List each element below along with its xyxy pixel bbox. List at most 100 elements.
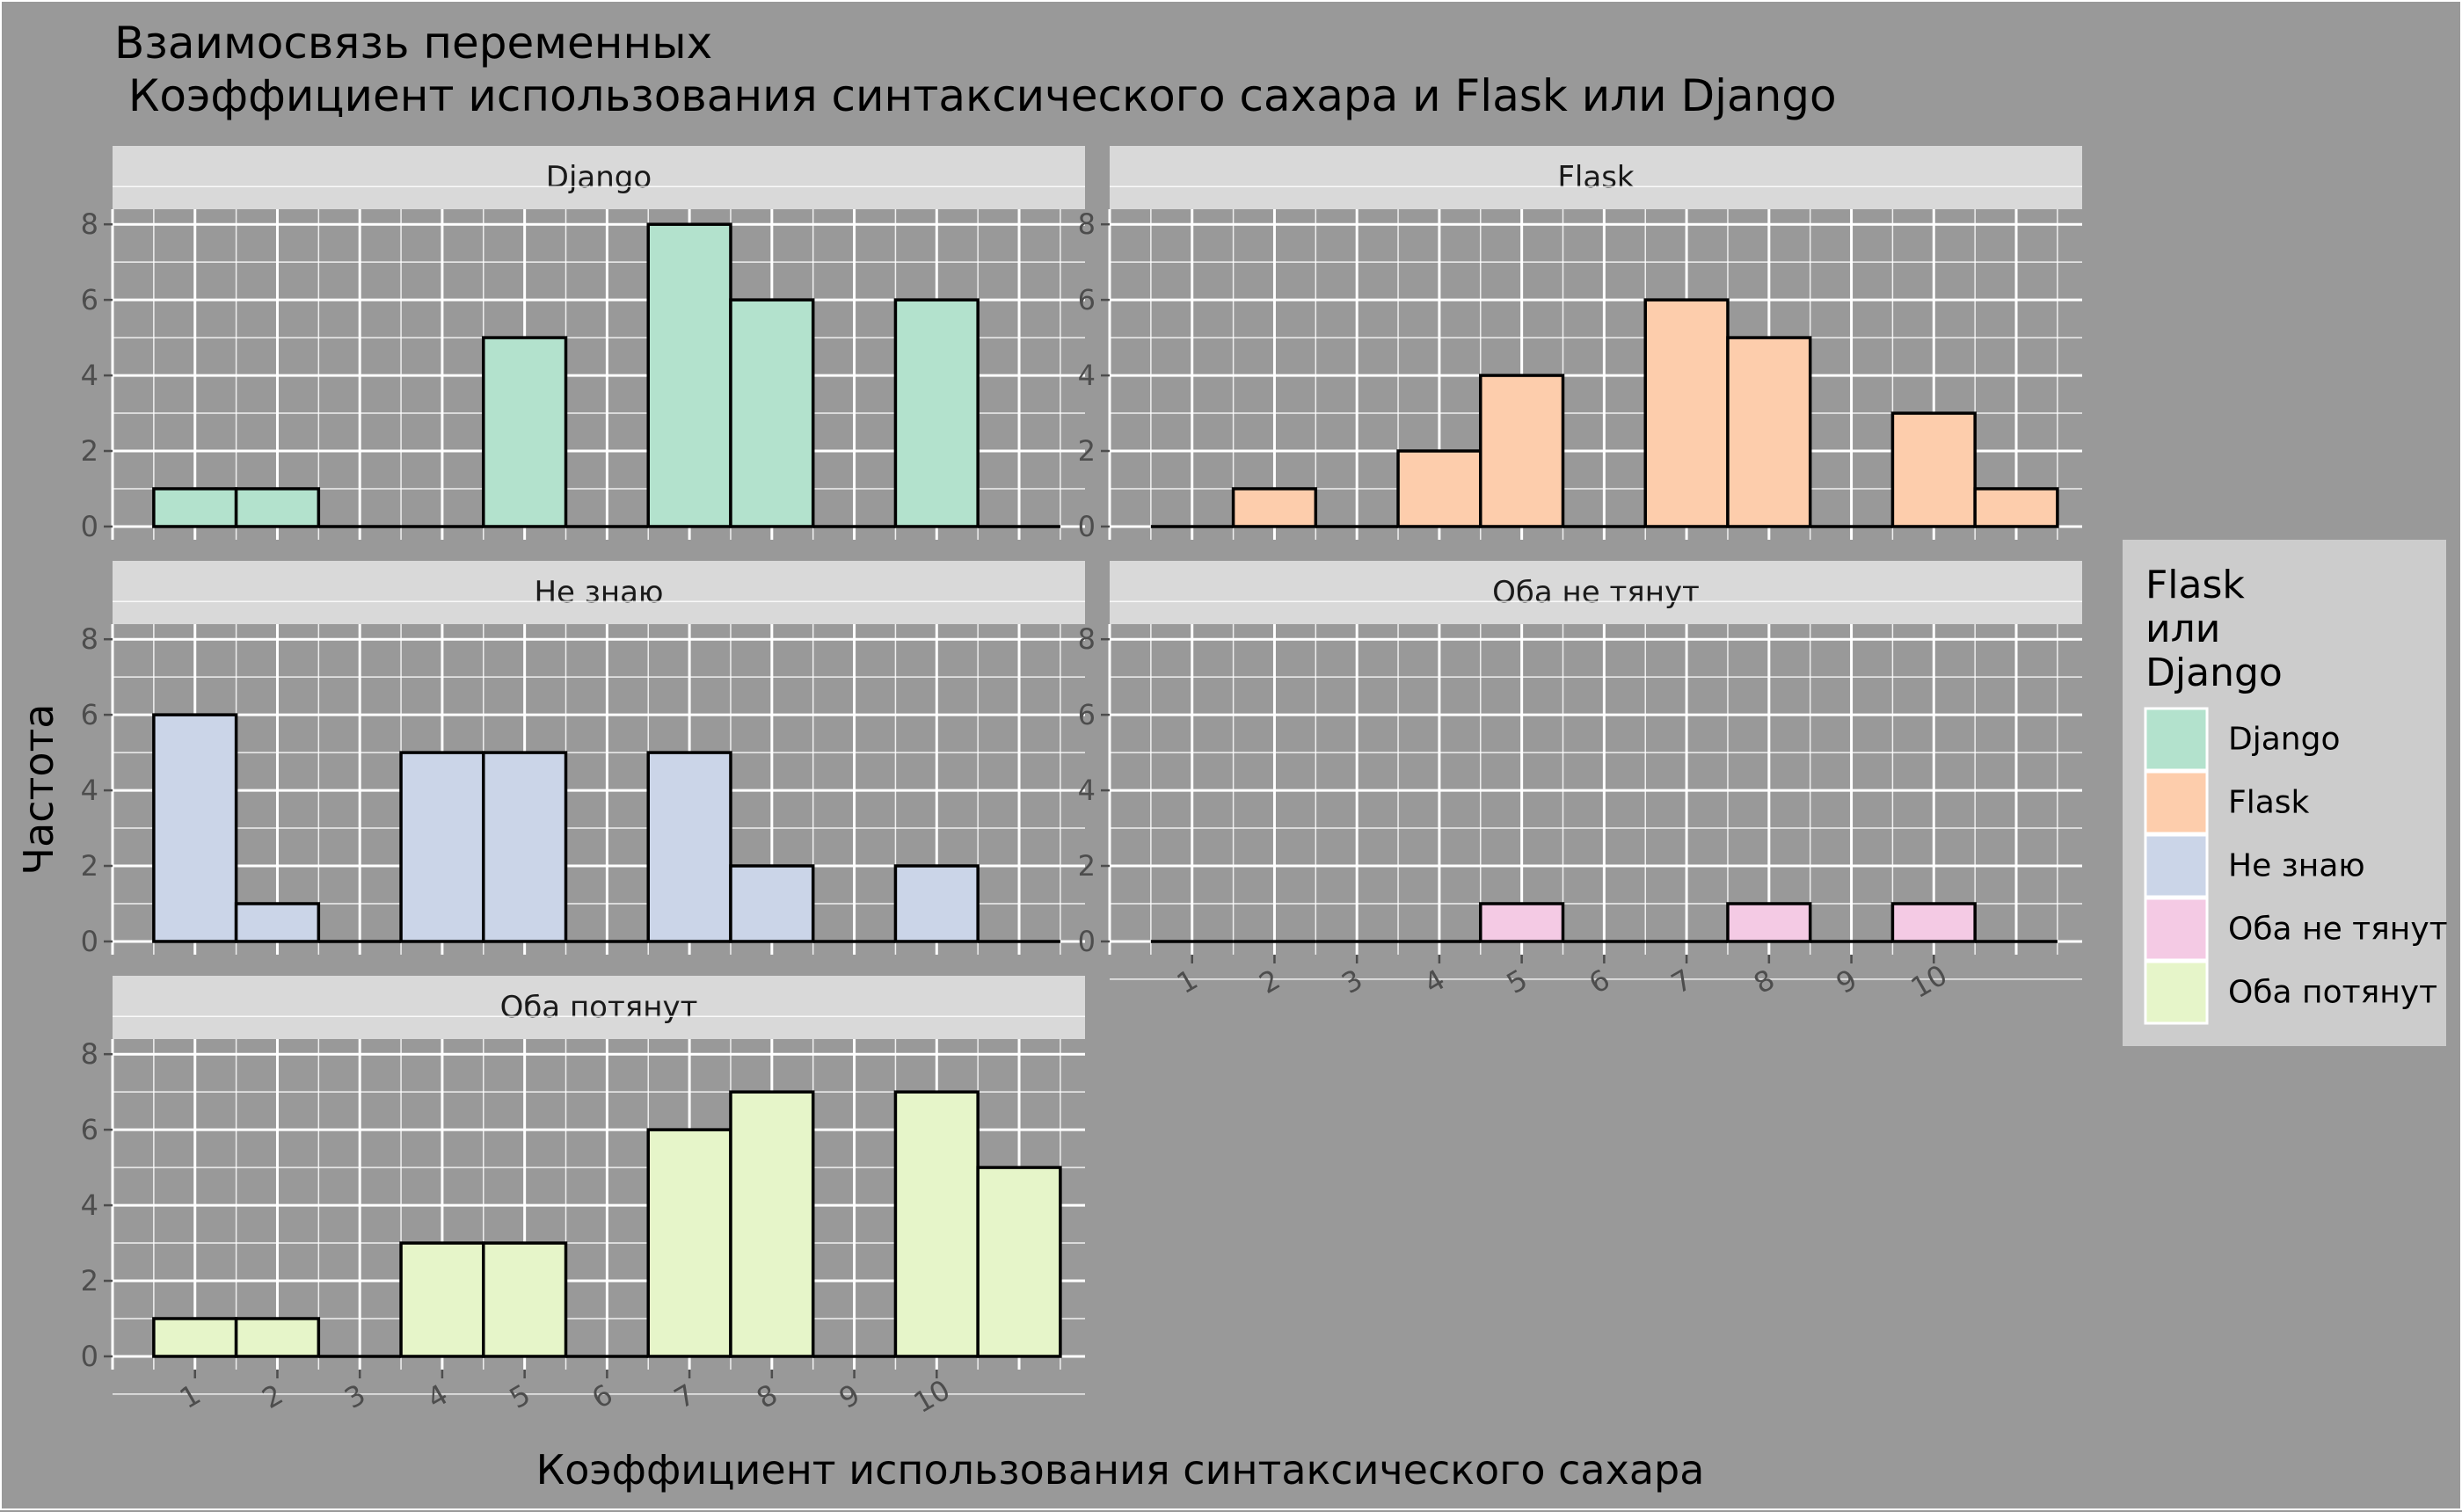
x-tick-label: 6 [586, 1378, 619, 1415]
histogram-bar [399, 751, 485, 943]
x-tick-label: 2 [1254, 963, 1286, 1000]
legend-label: Оба не тянут [2228, 912, 2448, 948]
facet-strip-label: Django [546, 160, 652, 195]
y-tick-label: 2 [1078, 434, 1096, 468]
histogram-bar [234, 902, 321, 943]
y-axis-title: Частота [15, 704, 62, 876]
histogram-bar [729, 298, 815, 528]
y-tick-label: 0 [1078, 510, 1096, 543]
y-tick-label: 6 [81, 1113, 98, 1146]
y-tick-label: 0 [81, 925, 98, 958]
legend-label: Django [2228, 722, 2340, 758]
histogram-bar [1643, 298, 1730, 528]
y-tick-label: 4 [81, 359, 98, 392]
y-tick-label: 8 [81, 1037, 98, 1071]
facet-panel-4: Оба потянут 0 2 4 6 8 1 2 3 4 5 6 7 8 9 10 [81, 976, 1085, 1420]
x-tick-label: 8 [751, 1378, 783, 1415]
histogram-bar [976, 1166, 1062, 1358]
histogram-bar [1726, 336, 1812, 528]
x-axis-title: Коэффициент использования синтаксическог… [536, 1446, 1705, 1494]
histogram-bar [1396, 449, 1482, 528]
histogram-bar [482, 1241, 568, 1358]
legend-items: Django Flask Не знаю Оба не тянут Оба потяну… [2144, 707, 2448, 1025]
facet-strip [1110, 561, 2082, 624]
x-tick-label: 1 [1171, 963, 1204, 1000]
y-tick-label: 2 [81, 434, 98, 468]
y-tick-label: 8 [1078, 207, 1096, 241]
legend-title-line-3: Django [2145, 651, 2283, 695]
histogram-bar [646, 222, 732, 528]
histogram-bar [482, 751, 568, 943]
histogram-bar [729, 1090, 815, 1358]
x-tick-label: 3 [339, 1378, 371, 1415]
histogram-bar [152, 1317, 238, 1358]
x-tick-label: 10 [908, 1373, 956, 1420]
histogram-bar [234, 487, 321, 528]
facet-strip [113, 146, 1085, 209]
histogram-bar [893, 298, 980, 528]
facet-panel-0: Django 0 2 4 6 8 [81, 146, 1085, 565]
histogram-bar [1726, 902, 1812, 943]
y-tick-label: 0 [1078, 925, 1096, 958]
histogram-bar [482, 336, 568, 528]
legend-title-line-1: Flask [2145, 563, 2245, 607]
histogram-bar [1890, 902, 1977, 943]
x-tick-label: 5 [504, 1378, 536, 1415]
histogram-bar [1973, 487, 2059, 528]
histogram-bar [729, 864, 815, 943]
facet-panel-1: Flask 0 2 4 6 8 [1078, 146, 2082, 565]
x-tick-label: 7 [668, 1378, 701, 1415]
x-tick-label: 9 [1831, 963, 1863, 1000]
x-tick-label: 9 [834, 1378, 866, 1415]
y-tick-label: 0 [81, 510, 98, 543]
chart-title-line-2: Коэффициент использования синтаксическог… [114, 70, 1837, 121]
legend-title-line-2: или [2145, 607, 2220, 651]
x-tick-label: 4 [421, 1378, 454, 1415]
y-tick-label: 2 [81, 1264, 98, 1298]
facet-panel-3: Оба не тянут 0 2 4 6 8 1 2 3 4 5 6 7 8 9 10 [1078, 561, 2082, 1005]
x-tick-label: 6 [1584, 963, 1616, 1000]
y-tick-label: 0 [81, 1340, 98, 1373]
histogram-bar [646, 1128, 732, 1358]
histogram-bar [646, 751, 732, 943]
x-tick-label: 10 [1905, 958, 1953, 1005]
histogram-bar [152, 487, 238, 528]
x-tick-label: 4 [1418, 963, 1451, 1000]
y-tick-label: 2 [81, 849, 98, 883]
facet-strip-label: Оба потянут [500, 990, 698, 1025]
x-tick-label: 3 [1336, 963, 1368, 1000]
x-tick-label: 7 [1665, 963, 1698, 1000]
legend-key [2144, 770, 2209, 835]
y-tick-label: 2 [1078, 849, 1096, 883]
x-tick-label: 1 [174, 1378, 207, 1415]
legend-label: Оба потянут [2228, 975, 2437, 1011]
legend-key [2144, 960, 2209, 1025]
y-tick-label: 6 [81, 283, 98, 316]
legend: Flask или Django Django Flask Не знаю Оба н… [2123, 540, 2448, 1046]
y-tick-label: 8 [81, 622, 98, 656]
y-tick-label: 6 [1078, 698, 1096, 731]
histogram-bar [1890, 411, 1977, 528]
x-tick-label: 2 [257, 1378, 289, 1415]
chart-title-line-1: Взаимосвязь переменных [114, 18, 712, 69]
legend-label: Flask [2228, 785, 2310, 821]
y-tick-label: 4 [1078, 359, 1096, 392]
facet-strip-label: Flask [1557, 160, 1635, 195]
histogram-bar [1479, 374, 1565, 528]
y-tick-label: 4 [81, 774, 98, 807]
legend-label: Не знаю [2228, 848, 2365, 884]
histogram-bar [152, 713, 238, 943]
legend-key [2144, 897, 2209, 962]
legend-key [2144, 833, 2209, 898]
y-tick-label: 4 [1078, 774, 1096, 807]
y-tick-label: 4 [81, 1189, 98, 1222]
histogram-bar [234, 1317, 321, 1358]
histogram-bar [893, 1090, 980, 1358]
histogram-bar [1231, 487, 1318, 528]
histogram-bar [893, 864, 980, 943]
facet-strip [113, 561, 1085, 624]
y-tick-label: 8 [1078, 622, 1096, 656]
